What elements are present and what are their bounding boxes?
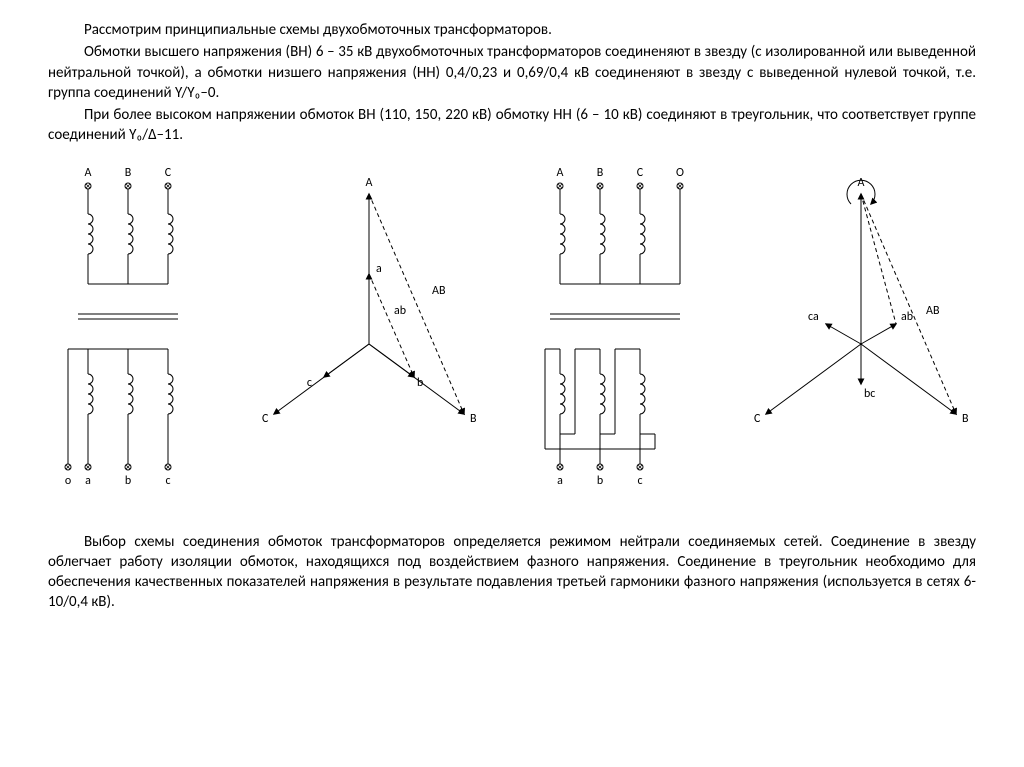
svg-text:C: C — [165, 166, 172, 180]
para-4: Выбор схемы соединения обмоток трансформ… — [48, 532, 976, 613]
svg-text:ca: ca — [808, 310, 819, 324]
circuit-y0d: A B C O — [530, 164, 700, 504]
para-2: Обмотки высшего напряжения (ВН) 6 – 35 к… — [48, 42, 976, 103]
svg-text:bc: bc — [864, 387, 875, 401]
vector-yy0: A B C a b c AB ab — [254, 164, 484, 464]
svg-text:AB: AB — [926, 304, 940, 318]
svg-text:o: o — [65, 474, 71, 488]
svg-text:B: B — [597, 166, 604, 180]
svg-text:C: C — [754, 412, 761, 426]
svg-text:b: b — [597, 474, 603, 488]
svg-text:B: B — [962, 412, 969, 426]
svg-text:c: c — [165, 474, 170, 488]
svg-text:ab: ab — [901, 310, 913, 324]
svg-text:a: a — [85, 474, 91, 488]
svg-text:AB: AB — [432, 284, 446, 298]
svg-text:C: C — [262, 412, 269, 426]
svg-text:b: b — [417, 376, 423, 390]
vector-y0d: A B C ab bc ca AB — [746, 164, 976, 464]
svg-text:A: A — [557, 166, 564, 180]
svg-text:a: a — [376, 262, 382, 276]
figure-row: A B C o a — [48, 164, 976, 504]
svg-text:A: A — [858, 176, 865, 190]
svg-text:B: B — [470, 412, 477, 426]
svg-text:O: O — [676, 166, 684, 180]
svg-text:a: a — [557, 474, 563, 488]
svg-text:C: C — [637, 166, 644, 180]
svg-text:ab: ab — [394, 304, 406, 318]
circuit-yy0: A B C o a — [48, 164, 208, 504]
svg-text:A: A — [366, 176, 373, 190]
svg-text:b: b — [125, 474, 131, 488]
svg-text:B: B — [125, 166, 132, 180]
para-3: При более высоком напряжении обмоток ВН … — [48, 105, 976, 146]
svg-text:c: c — [637, 474, 642, 488]
svg-text:c: c — [307, 376, 312, 390]
svg-text:A: A — [85, 166, 92, 180]
para-1: Рассмотрим принципиальные схемы двухобмо… — [48, 20, 976, 40]
